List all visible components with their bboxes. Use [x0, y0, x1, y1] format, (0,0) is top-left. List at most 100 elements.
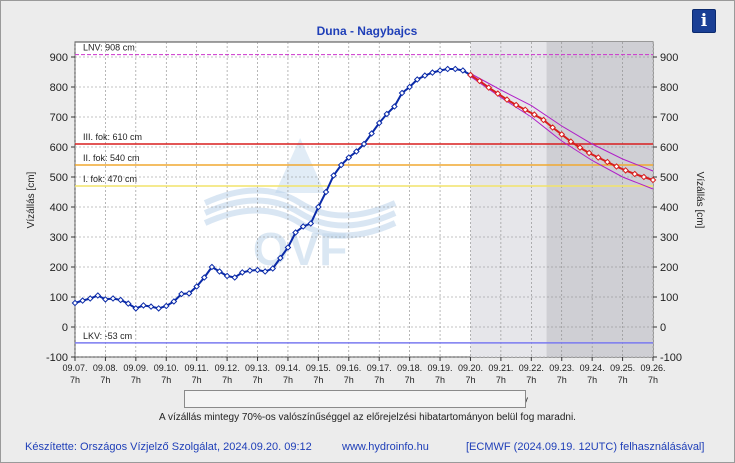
observed-point: [254, 266, 261, 274]
watermark-wave: [203, 187, 397, 219]
reference-label: LKV: -53 cm: [83, 331, 132, 341]
y-tick-label-right: 600: [660, 142, 678, 154]
observed-point: [109, 295, 117, 302]
observed-point: [360, 140, 368, 148]
forecast-point: [521, 106, 529, 114]
x-tick-label-date: 09.17.: [367, 363, 392, 373]
y-tick-label-left: 100: [50, 292, 68, 304]
footer-website[interactable]: www.hydroinfo.hu: [342, 441, 429, 453]
observed-point: [117, 296, 124, 304]
y-tick-label-right: 400: [660, 202, 678, 214]
x-tick-label-date: 09.11.: [185, 363, 209, 373]
observed-point: [391, 103, 398, 110]
y-tick-label-left: 600: [50, 142, 68, 154]
reference-label: I. fok: 470 cm: [83, 174, 137, 184]
x-tick-label-date: 09.26.: [640, 363, 665, 373]
forecast-point: [631, 170, 639, 178]
x-tick-label-time: 7h: [496, 375, 506, 385]
forecast-point: [649, 176, 657, 184]
x-tick-label-time: 7h: [587, 375, 597, 385]
error-band-lower: [470, 76, 654, 190]
observed-point: [71, 299, 79, 307]
forecast-point: [512, 101, 520, 109]
x-tick-label-date: 09.12.: [215, 363, 240, 373]
observed-point: [406, 83, 413, 91]
y-tick-label-right: 700: [660, 112, 678, 124]
x-tick-label-date: 09.21.: [488, 363, 513, 373]
observed-point: [208, 263, 216, 271]
observed-point: [307, 220, 315, 227]
x-tick-label-date: 09.24.: [580, 363, 605, 373]
x-tick-label-time: 7h: [222, 375, 232, 385]
observed-point: [444, 65, 451, 73]
x-tick-label-date: 09.23.: [549, 363, 574, 373]
x-tick-label-time: 7h: [253, 375, 263, 385]
x-tick-label-date: 09.13.: [245, 363, 270, 373]
y-tick-label-right: 500: [660, 172, 678, 184]
forecast-point: [540, 116, 547, 124]
observed-point: [94, 292, 102, 299]
chart-title: Duna - Nagybajcs: [317, 24, 418, 38]
observed-point: [102, 296, 109, 303]
y-tick-label-right: 800: [660, 82, 678, 94]
watermark-wave: [203, 207, 397, 239]
x-tick-label-time: 7h: [344, 375, 354, 385]
info-button[interactable]: i: [692, 9, 716, 33]
observed-point: [277, 254, 284, 262]
y-tick-label-left: 300: [50, 232, 68, 244]
x-tick-label-time: 7h: [557, 375, 567, 385]
y-tick-label-left: 800: [50, 82, 68, 94]
x-tick-label-time: 7h: [161, 375, 171, 385]
observed-point: [200, 274, 208, 281]
x-tick-label-date: 09.25.: [610, 363, 635, 373]
observed-point: [79, 297, 86, 304]
x-tick-label-date: 09.10.: [154, 363, 179, 373]
reference-label: II. fok: 540 cm: [83, 153, 140, 163]
observed-point: [246, 267, 254, 274]
observed-point: [322, 188, 330, 196]
observed-point: [375, 119, 383, 127]
observed-point: [299, 223, 307, 230]
x-tick-label-time: 7h: [435, 375, 445, 385]
y-tick-label-left: -100: [46, 352, 68, 364]
y-tick-label-right: -100: [660, 352, 682, 364]
observed-point: [353, 148, 360, 155]
x-tick-label-date: 09.22.: [519, 363, 544, 373]
x-tick-label-time: 7h: [648, 375, 658, 385]
observed-point: [155, 305, 162, 312]
x-tick-label-date: 09.20.: [458, 363, 483, 373]
observed-point: [368, 130, 375, 137]
observed-point: [269, 265, 277, 272]
observed-point: [292, 229, 299, 236]
forecast-point: [640, 173, 648, 181]
x-tick-label-date: 09.19.: [428, 363, 453, 373]
forecast-point: [558, 131, 566, 138]
forecast-point: [567, 138, 575, 145]
observed-point: [459, 67, 467, 74]
x-tick-label-time: 7h: [313, 375, 323, 385]
observed-point: [436, 67, 444, 74]
observed-point: [345, 154, 353, 161]
forecast-note: A vízállás mintegy 70%-os valószínűségge…: [159, 412, 576, 423]
observed-point: [170, 298, 178, 305]
x-tick-label-date: 09.14.: [275, 363, 300, 373]
x-tick-label-date: 09.07.: [62, 363, 87, 373]
observed-point: [86, 295, 94, 302]
footer-source: [ECMWF (2024.09.19. 12UTC) felhasználásá…: [466, 441, 705, 453]
observed-point: [315, 203, 322, 211]
observed-point: [383, 110, 391, 118]
observed-point: [162, 302, 170, 310]
observed-point: [132, 305, 140, 312]
forecast-point: [467, 71, 474, 79]
y-axis-label-left: Vízállás [cm]: [26, 171, 37, 228]
forecast-point: [476, 77, 483, 85]
observed-point: [413, 76, 421, 83]
forecast-region-1: [470, 42, 547, 357]
observed-point: [223, 272, 231, 280]
x-tick-label-time: 7h: [374, 375, 384, 385]
observed-point: [140, 302, 147, 309]
x-tick-label-time: 7h: [465, 375, 475, 385]
observed-point: [185, 290, 193, 297]
watermark-wave: [203, 197, 397, 229]
